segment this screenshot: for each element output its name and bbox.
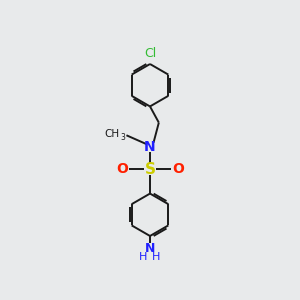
Text: H: H: [152, 252, 161, 262]
Text: N: N: [144, 140, 156, 154]
Text: H: H: [139, 252, 148, 262]
Text: N: N: [145, 242, 155, 255]
Text: O: O: [172, 162, 184, 176]
Text: 3: 3: [120, 133, 125, 142]
Text: O: O: [116, 162, 128, 176]
Text: S: S: [145, 162, 155, 177]
Text: CH: CH: [104, 129, 120, 139]
Text: Cl: Cl: [144, 47, 156, 60]
